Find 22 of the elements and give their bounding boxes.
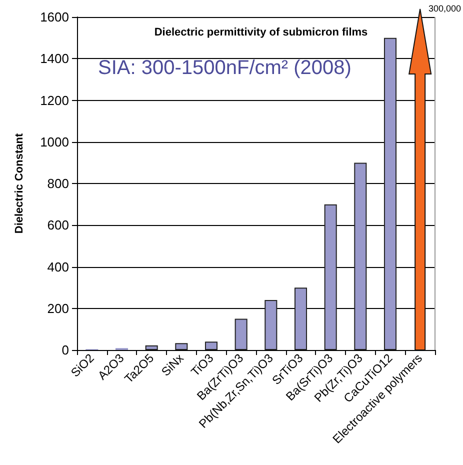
bar [234, 318, 248, 350]
bar [204, 342, 218, 350]
annotation: SIA: 300-1500nF/cm² (2008) [98, 57, 352, 79]
bar [175, 343, 188, 350]
text: 300,000 [428, 4, 462, 14]
bar [324, 204, 337, 350]
y-tick-label: 400 [47, 259, 69, 274]
y-tick-label: 1000 [40, 134, 69, 150]
y-tick-label: 1400 [40, 51, 69, 66]
y-tick-label: 0 [62, 342, 69, 358]
y-tick-label: 600 [47, 218, 69, 233]
y-axis-title: Dielectric Constant [14, 133, 26, 234]
y-tick-label: 800 [47, 176, 69, 191]
bar [384, 38, 397, 350]
text: Dielectric permittivity of submicron films [154, 26, 368, 38]
bar [145, 345, 158, 350]
y-tick-label: 200 [47, 300, 69, 316]
y-tick-label: 1600 [40, 10, 69, 24]
bar [354, 162, 367, 350]
bar [294, 288, 308, 350]
bar [264, 300, 278, 350]
y-tick-label: 1200 [40, 92, 69, 108]
